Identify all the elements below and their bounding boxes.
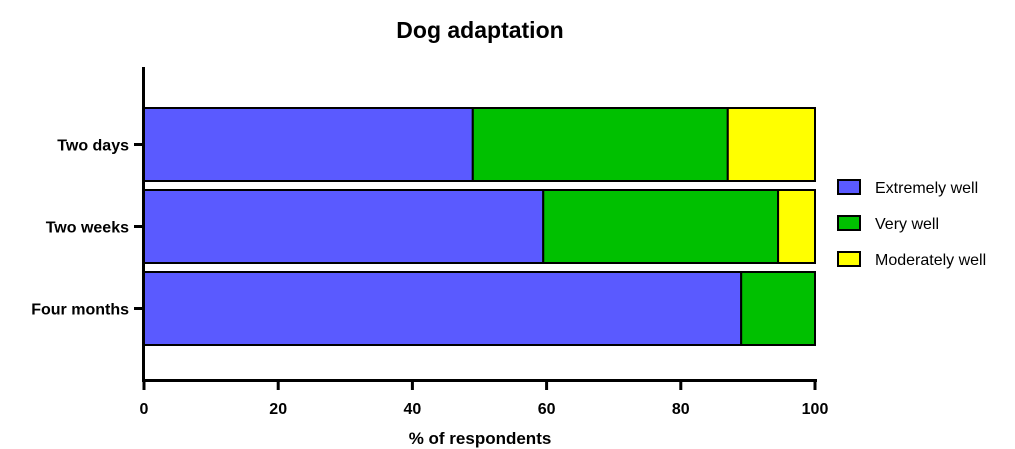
legend-swatch-very-well	[837, 215, 861, 231]
x-tick-label-60: 60	[538, 401, 556, 418]
legend-label-very-well: Very well	[875, 216, 939, 233]
bar-four-months-very-well	[740, 271, 816, 346]
y-tick-label-two-weeks: Two weeks	[46, 220, 129, 237]
x-tick-label-0: 0	[140, 401, 149, 418]
legend-label-moderately-well: Moderately well	[875, 252, 986, 269]
legend-swatch-extremely-well	[837, 179, 861, 195]
x-tick-label-20: 20	[269, 401, 287, 418]
x-axis-ticks: 0 20 40 60 80 100	[140, 380, 829, 418]
y-tick-label-two-days: Two days	[57, 138, 129, 155]
legend: Extremely well Very well Moderately well	[837, 179, 986, 269]
bar-two-days-very-well	[471, 107, 729, 182]
legend-label-extremely-well: Extremely well	[875, 180, 978, 197]
y-axis-ticks: Two days Two weeks Four months	[31, 138, 143, 319]
bar-two-weeks-extremely-well	[143, 189, 545, 264]
legend-swatch-moderately-well	[837, 251, 861, 267]
x-axis-label: % of respondents	[409, 429, 552, 448]
bars-group	[143, 107, 817, 346]
bar-two-days-moderately-well	[726, 107, 817, 182]
x-tick-label-100: 100	[802, 401, 829, 418]
y-tick-label-four-months: Four months	[31, 302, 129, 319]
x-tick-label-80: 80	[672, 401, 690, 418]
bar-two-days-extremely-well	[143, 107, 474, 182]
bar-two-weeks-moderately-well	[777, 189, 816, 264]
bar-two-weeks-very-well	[542, 189, 780, 264]
bar-four-months-extremely-well	[143, 271, 743, 346]
chart-title: Dog adaptation	[396, 17, 563, 43]
x-tick-label-40: 40	[404, 401, 422, 418]
